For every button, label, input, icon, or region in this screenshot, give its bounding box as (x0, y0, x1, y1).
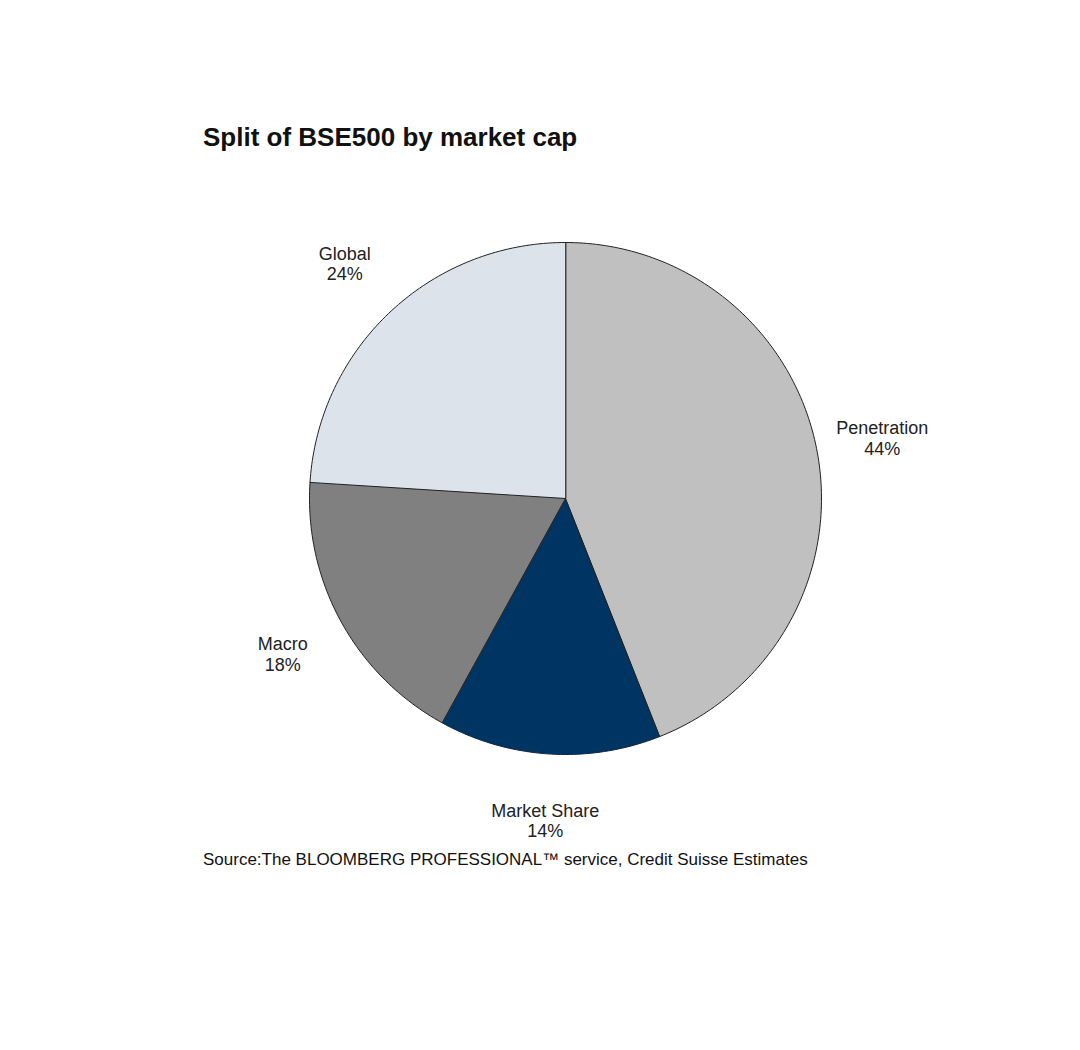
html-text:Source:The BLOOMBERG PROFESSIO: Source:The BLOOMBERG PROFESSIONAL™ servi… (203, 850, 808, 869)
svg-text:Global24%: Global24% (319, 244, 371, 285)
svg-text:Market Share14%: Market Share14% (491, 801, 599, 842)
html-text:Split of BSE500 by market cap: Split of BSE500 by market cap (203, 122, 578, 152)
svg-text:Penetration44%: Penetration44% (836, 418, 928, 459)
svg-text:Macro18%: Macro18% (258, 634, 308, 675)
